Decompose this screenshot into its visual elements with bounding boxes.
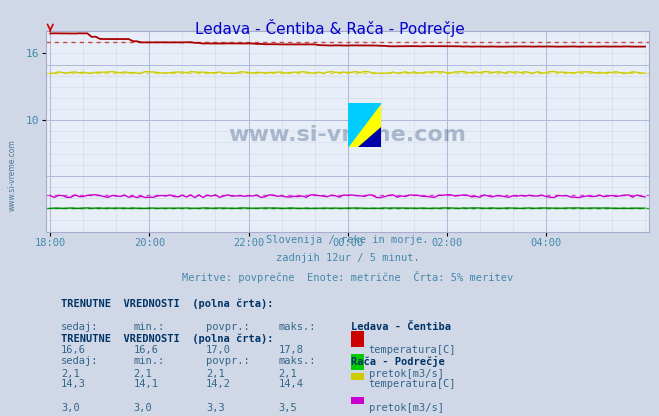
Text: Ledava - Čentiba & Rača - Podrečje: Ledava - Čentiba & Rača - Podrečje	[194, 19, 465, 37]
Text: zadnjih 12ur / 5 minut.: zadnjih 12ur / 5 minut.	[275, 253, 420, 263]
Text: 3,0: 3,0	[61, 403, 80, 413]
Text: pretok[m3/s]: pretok[m3/s]	[369, 403, 444, 413]
Text: Ledava - Čentiba: Ledava - Čentiba	[351, 322, 451, 332]
Text: 16,6: 16,6	[134, 345, 159, 355]
Text: temperatura[C]: temperatura[C]	[369, 345, 456, 355]
Text: min.:: min.:	[134, 322, 165, 332]
Text: 2,1: 2,1	[278, 369, 297, 379]
Text: 14,1: 14,1	[134, 379, 159, 389]
Text: 16,6: 16,6	[61, 345, 86, 355]
Text: 3,3: 3,3	[206, 403, 225, 413]
Text: Meritve: povprečne  Enote: metrične  Črta: 5% meritev: Meritve: povprečne Enote: metrične Črta:…	[182, 271, 513, 283]
Text: 2,1: 2,1	[134, 369, 152, 379]
Text: 14,4: 14,4	[278, 379, 303, 389]
Text: 14,2: 14,2	[206, 379, 231, 389]
Text: povpr.:: povpr.:	[206, 356, 250, 366]
Bar	[351, 354, 364, 370]
Text: 17,8: 17,8	[278, 345, 303, 355]
Text: sedaj:: sedaj:	[61, 356, 99, 366]
Text: Rača - Podrečje: Rača - Podrečje	[351, 356, 444, 366]
Bar	[351, 397, 364, 404]
Text: Slovenija / reke in morje.: Slovenija / reke in morje.	[266, 235, 429, 245]
Text: temperatura[C]: temperatura[C]	[369, 379, 456, 389]
Text: sedaj:: sedaj:	[61, 322, 99, 332]
Text: TRENUTNE  VREDNOSTI  (polna črta):: TRENUTNE VREDNOSTI (polna črta):	[61, 298, 273, 309]
Text: min.:: min.:	[134, 356, 165, 366]
Text: 2,1: 2,1	[206, 369, 225, 379]
Text: povpr.:: povpr.:	[206, 322, 250, 332]
Text: maks.:: maks.:	[278, 356, 316, 366]
Text: 3,5: 3,5	[278, 403, 297, 413]
Text: pretok[m3/s]: pretok[m3/s]	[369, 369, 444, 379]
Text: 14,3: 14,3	[61, 379, 86, 389]
Text: TRENUTNE  VREDNOSTI  (polna črta):: TRENUTNE VREDNOSTI (polna črta):	[61, 334, 273, 344]
Text: maks.:: maks.:	[278, 322, 316, 332]
Bar	[351, 331, 364, 347]
Text: 3,0: 3,0	[134, 403, 152, 413]
Text: www.si-vreme.com: www.si-vreme.com	[229, 125, 467, 145]
Text: 2,1: 2,1	[61, 369, 80, 379]
Text: www.si-vreme.com: www.si-vreme.com	[8, 139, 17, 210]
Bar	[351, 373, 364, 380]
Text: 17,0: 17,0	[206, 345, 231, 355]
